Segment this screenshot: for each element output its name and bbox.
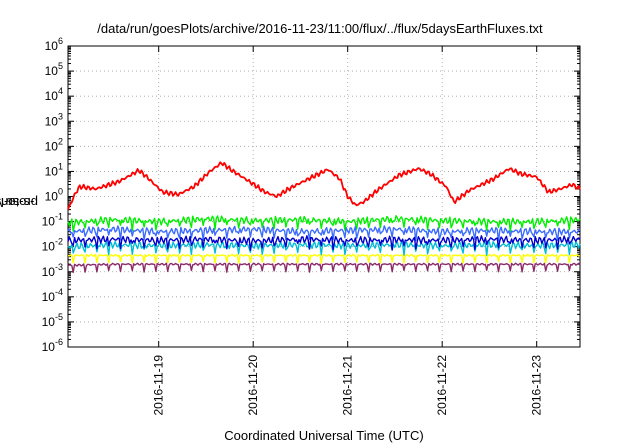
x-axis-label: Coordinated Universal Time (UTC) <box>224 428 424 443</box>
y-tick-label: 103 <box>45 111 63 128</box>
y-tick-label: 10-1 <box>42 212 63 229</box>
y-tick-label: 10-2 <box>42 237 63 254</box>
y-tick-label: 10-5 <box>42 312 63 329</box>
x-tick-label: 2016-11-20 <box>246 355 260 416</box>
y-tick-label: 100 <box>45 187 63 204</box>
y-tick-label: 10-6 <box>42 337 63 354</box>
x-tick-label: 2016-11-23 <box>530 355 544 416</box>
series-line-4 <box>67 240 581 257</box>
y-tick-label: 106 <box>45 36 63 53</box>
series-line-2 <box>67 214 581 233</box>
series-line-3 <box>67 225 581 242</box>
series-line-1 <box>67 161 581 210</box>
x-tick-label: 2016-11-19 <box>152 355 166 416</box>
y-tick-label: 101 <box>45 161 63 178</box>
x-tick-label: 2016-11-21 <box>341 355 355 416</box>
y-tick-label: 105 <box>45 61 63 78</box>
y-tick-label: 10-4 <box>42 287 63 304</box>
x-tick-label: 2016-11-22 <box>435 355 449 416</box>
series-line-5 <box>67 235 581 252</box>
series-line-7 <box>67 262 581 274</box>
y-tick-label: 10-3 <box>42 262 63 279</box>
chart-title: /data/run/goesPlots/archive/2016-11-23/1… <box>97 21 543 36</box>
y-tick-label: 102 <box>45 136 63 153</box>
series-line-6 <box>67 253 580 264</box>
y-tick-label: 104 <box>45 86 63 103</box>
